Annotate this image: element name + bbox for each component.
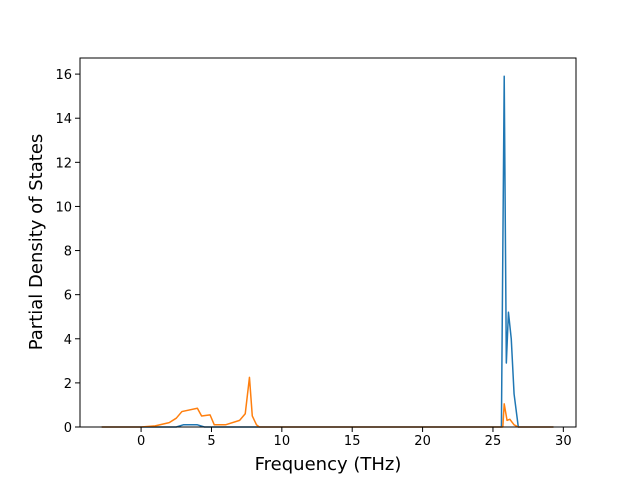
y-axis-label: Partial Density of States <box>26 134 47 351</box>
y-tick-label: 6 <box>64 289 72 304</box>
x-tick-label: 10 <box>274 434 291 449</box>
x-axis-label: Frequency (THz) <box>255 454 402 475</box>
x-tick-label: 15 <box>344 434 361 449</box>
y-tick-label: 14 <box>55 112 72 127</box>
x-tick-label: 25 <box>485 434 502 449</box>
x-tick-label: 30 <box>555 434 572 449</box>
x-tick-label: 20 <box>414 434 431 449</box>
series-line <box>101 75 554 428</box>
y-tick-label: 4 <box>64 333 72 348</box>
x-tick-label: 5 <box>207 434 215 449</box>
axes-frame <box>79 57 577 428</box>
y-tick-label: 0 <box>64 421 72 436</box>
x-tick-label: 0 <box>137 434 145 449</box>
plot-area <box>101 75 554 428</box>
y-tick-label: 10 <box>55 200 72 215</box>
y-tick-label: 8 <box>64 245 72 260</box>
y-tick-label: 12 <box>55 156 72 171</box>
series-line <box>101 376 554 428</box>
y-tick-label: 16 <box>55 68 72 83</box>
y-tick-label: 2 <box>64 377 72 392</box>
